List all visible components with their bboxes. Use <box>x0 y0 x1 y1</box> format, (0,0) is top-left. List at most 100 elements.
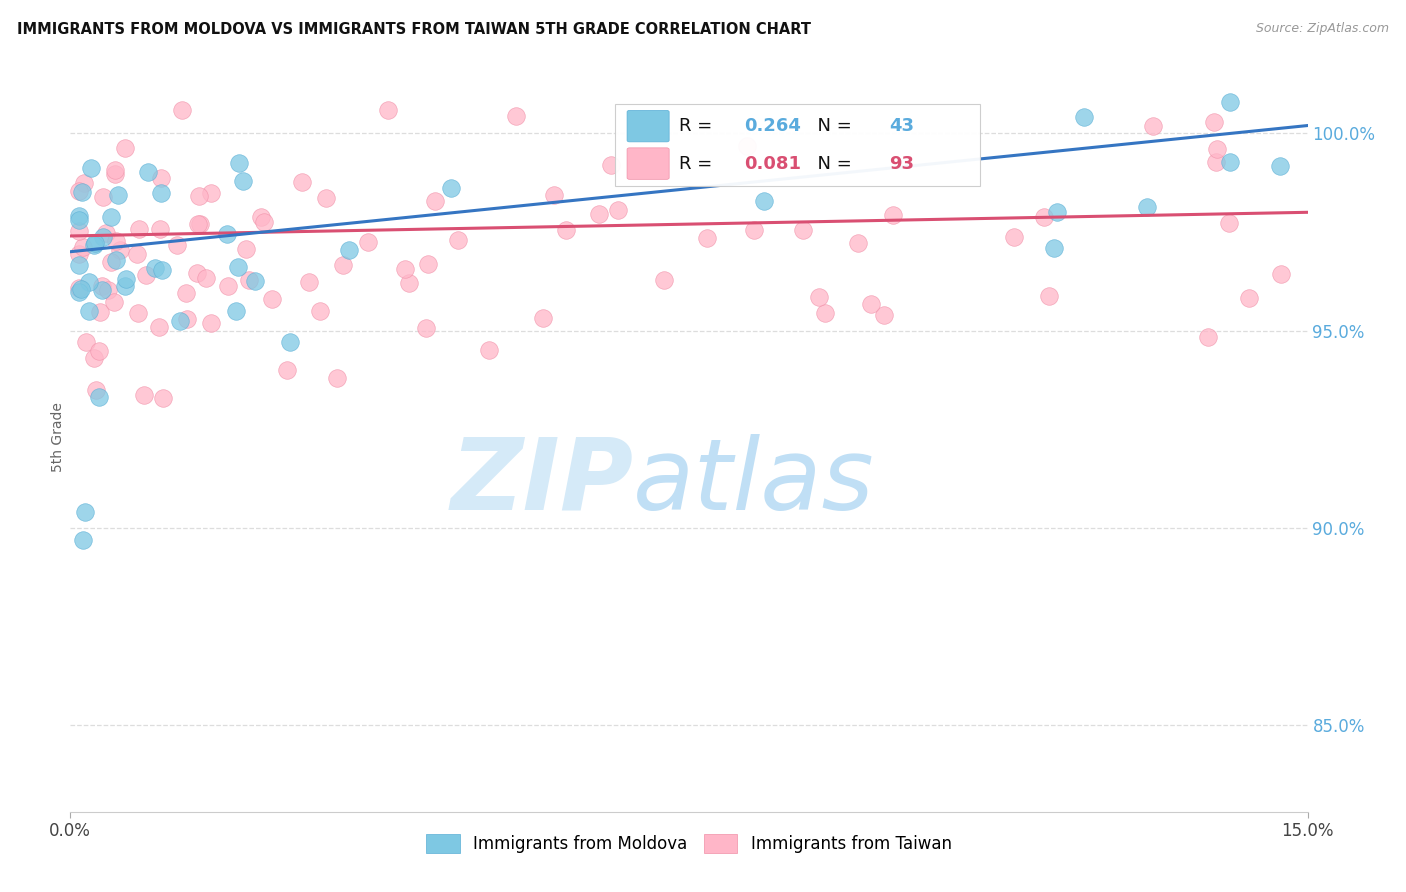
Point <box>742 223 765 237</box>
Point <box>149 171 172 186</box>
Point <box>415 321 437 335</box>
FancyBboxPatch shape <box>627 148 669 179</box>
Point <box>1045 205 1067 219</box>
Point <box>326 371 349 385</box>
Point <box>278 335 301 350</box>
Point <box>1073 110 1095 124</box>
Point <box>446 233 468 247</box>
Text: atlas: atlas <box>633 434 875 531</box>
Point <box>440 181 463 195</box>
FancyBboxPatch shape <box>627 111 669 142</box>
Point <box>91 190 114 204</box>
Point <box>72 533 94 547</box>
Point <box>169 314 191 328</box>
Point <box>89 305 111 319</box>
Point <box>418 257 440 271</box>
Point <box>533 310 555 325</box>
Point <box>478 343 501 358</box>
Point <box>814 306 837 320</box>
Point <box>1038 289 1060 303</box>
Point <box>260 292 283 306</box>
Point <box>1042 241 1064 255</box>
Point <box>588 207 610 221</box>
Point <box>104 167 127 181</box>
Point <box>87 390 110 404</box>
Point <box>67 247 90 261</box>
Point <box>73 176 96 190</box>
Point <box>752 194 775 209</box>
Point <box>607 203 630 218</box>
Point <box>873 308 896 322</box>
Y-axis label: 5th Grade: 5th Grade <box>51 402 65 472</box>
Point <box>136 164 159 178</box>
Text: IMMIGRANTS FROM MOLDOVA VS IMMIGRANTS FROM TAIWAN 5TH GRADE CORRELATION CHART: IMMIGRANTS FROM MOLDOVA VS IMMIGRANTS FR… <box>17 22 811 37</box>
Point <box>91 278 114 293</box>
Point <box>115 272 138 286</box>
Point <box>1206 143 1229 157</box>
Point <box>276 363 298 377</box>
Point <box>105 252 128 267</box>
Point <box>67 259 90 273</box>
Point <box>91 283 114 297</box>
Point <box>1205 154 1227 169</box>
Point <box>848 236 870 251</box>
Point <box>1002 229 1025 244</box>
Point <box>808 290 831 304</box>
Point <box>217 227 239 241</box>
Point <box>100 255 122 269</box>
Point <box>73 505 96 519</box>
Point <box>505 109 527 123</box>
Point <box>114 279 136 293</box>
Point <box>67 281 90 295</box>
Point <box>94 226 117 240</box>
Point <box>377 103 399 117</box>
Point <box>79 275 101 289</box>
Point <box>83 237 105 252</box>
Point <box>105 234 128 248</box>
Point <box>152 391 174 405</box>
Text: 0.264: 0.264 <box>745 117 801 135</box>
Point <box>67 223 90 237</box>
Point <box>176 311 198 326</box>
Point <box>217 278 239 293</box>
Point <box>127 305 149 319</box>
Point <box>67 213 90 227</box>
Point <box>243 274 266 288</box>
Point <box>200 316 222 330</box>
Point <box>332 258 354 272</box>
Point <box>195 271 218 285</box>
Point <box>654 273 676 287</box>
Point <box>67 184 90 198</box>
Point <box>1237 291 1260 305</box>
Point <box>67 209 90 223</box>
Point <box>555 223 578 237</box>
Point <box>114 141 136 155</box>
Point <box>337 244 360 258</box>
Point <box>228 156 250 170</box>
Point <box>128 222 150 236</box>
Point <box>107 188 129 202</box>
Text: 43: 43 <box>890 117 914 135</box>
Point <box>253 215 276 229</box>
Point <box>70 185 93 199</box>
Point <box>176 285 198 300</box>
Point <box>357 235 380 249</box>
Point <box>226 260 249 274</box>
Point <box>134 387 156 401</box>
Point <box>238 273 260 287</box>
Point <box>1202 115 1225 129</box>
Point <box>225 303 247 318</box>
Point <box>187 217 209 231</box>
Point <box>860 297 883 311</box>
Point <box>298 275 321 289</box>
Point <box>232 174 254 188</box>
Point <box>1218 216 1240 230</box>
Point <box>75 335 97 350</box>
Point <box>1197 330 1219 344</box>
Point <box>79 161 101 175</box>
Point <box>735 139 758 153</box>
Point <box>83 236 105 251</box>
Point <box>425 194 447 209</box>
Text: ZIP: ZIP <box>450 434 633 531</box>
Point <box>186 266 208 280</box>
